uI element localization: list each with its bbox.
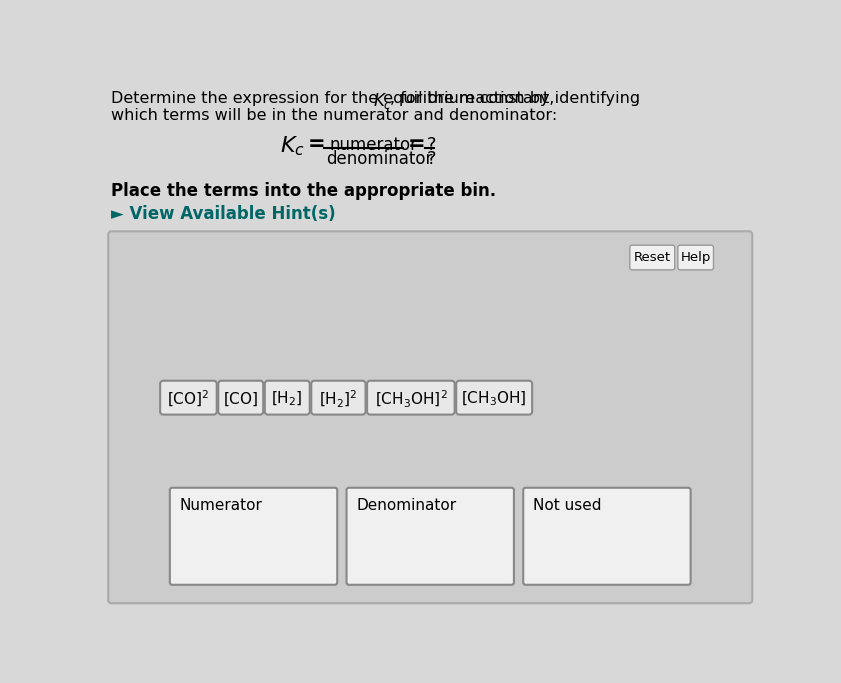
FancyBboxPatch shape [170,488,337,585]
FancyBboxPatch shape [678,245,713,270]
Text: numerator: numerator [330,136,418,154]
FancyBboxPatch shape [160,380,217,415]
FancyBboxPatch shape [523,488,690,585]
FancyBboxPatch shape [265,380,309,415]
FancyBboxPatch shape [367,380,455,415]
Text: =: = [407,135,425,154]
FancyBboxPatch shape [311,380,366,415]
Text: $[\mathrm{CO}]^2$: $[\mathrm{CO}]^2$ [167,389,209,409]
Text: $[\mathrm{CH}_3\mathrm{OH}]$: $[\mathrm{CH}_3\mathrm{OH}]$ [462,390,527,408]
FancyBboxPatch shape [346,488,514,585]
Text: ?: ? [426,136,436,154]
Text: Determine the expression for the equilibrium constant,: Determine the expression for the equilib… [111,92,560,106]
FancyBboxPatch shape [219,380,263,415]
Text: ?: ? [426,150,436,168]
FancyBboxPatch shape [456,380,532,415]
Text: denominator: denominator [326,150,432,168]
Text: $K_c$: $K_c$ [279,135,304,158]
Text: =: = [308,135,325,154]
Text: $K_c$: $K_c$ [373,92,393,111]
Text: Reset: Reset [634,251,671,264]
Text: Help: Help [680,251,711,264]
Text: Denominator: Denominator [357,498,457,513]
Text: Numerator: Numerator [180,498,262,513]
FancyBboxPatch shape [630,245,674,270]
Text: , for the reaction by identifying: , for the reaction by identifying [390,92,641,106]
Text: which terms will be in the numerator and denominator:: which terms will be in the numerator and… [111,108,558,123]
Text: ► View Available Hint(s): ► View Available Hint(s) [111,205,336,223]
Text: $[\mathrm{CH}_3\mathrm{OH}]^2$: $[\mathrm{CH}_3\mathrm{OH}]^2$ [374,389,447,410]
Text: $[\mathrm{H}_2]$: $[\mathrm{H}_2]$ [272,390,303,408]
Text: Place the terms into the appropriate bin.: Place the terms into the appropriate bin… [111,182,496,200]
Text: $[\mathrm{CO}]$: $[\mathrm{CO}]$ [223,391,258,408]
FancyBboxPatch shape [108,232,752,603]
Text: $[\mathrm{H}_2]^2$: $[\mathrm{H}_2]^2$ [319,389,357,410]
Text: Not used: Not used [533,498,602,513]
